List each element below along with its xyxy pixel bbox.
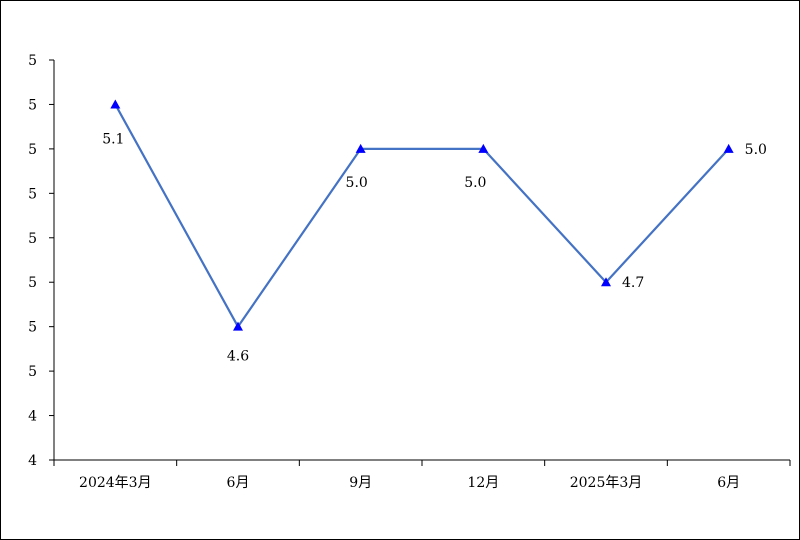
y-tick-label: 5 bbox=[28, 53, 37, 69]
series-line bbox=[114, 103, 730, 328]
data-labels-group: 5.1 4.6 5.0 5.0 4.7 5.0 bbox=[102, 131, 767, 364]
data-label: 5.0 bbox=[346, 175, 368, 191]
data-point-marker bbox=[723, 143, 734, 153]
data-label: 4.7 bbox=[622, 275, 644, 291]
y-tick-label: 5 bbox=[28, 97, 37, 113]
y-tick-label: 5 bbox=[28, 320, 37, 336]
series-line-group bbox=[114, 103, 730, 328]
x-tick-label: 2025年3月 bbox=[570, 475, 643, 491]
data-point-marker bbox=[478, 143, 489, 153]
y-tick-label: 5 bbox=[28, 231, 37, 247]
axes: 4 4 5 5 5 5 5 5 5 5 2024年3月 6月 9月 12月 2025年3月 6月 bbox=[28, 53, 791, 491]
x-tick-label: 6月 bbox=[717, 475, 740, 491]
x-tick-label: 6月 bbox=[227, 475, 250, 491]
data-label: 4.6 bbox=[227, 349, 249, 365]
data-point-marker bbox=[355, 143, 366, 153]
data-point-marker bbox=[110, 99, 121, 109]
y-tick-label: 5 bbox=[28, 364, 37, 380]
markers-group bbox=[110, 99, 734, 331]
data-label: 5.0 bbox=[745, 142, 767, 158]
x-tick-label: 9月 bbox=[349, 475, 372, 491]
data-point-marker bbox=[233, 321, 243, 331]
data-point-marker bbox=[601, 277, 611, 287]
y-tick-label: 4 bbox=[28, 453, 37, 469]
y-tick-label: 5 bbox=[28, 186, 37, 202]
x-tick-label: 12月 bbox=[467, 475, 499, 491]
y-tick-label: 5 bbox=[28, 142, 37, 158]
y-tick-label: 4 bbox=[28, 409, 37, 425]
y-tick-label: 5 bbox=[28, 275, 37, 291]
x-tick-label: 2024年3月 bbox=[79, 475, 152, 491]
data-label: 5.1 bbox=[102, 131, 124, 147]
data-label: 5.0 bbox=[464, 175, 486, 191]
